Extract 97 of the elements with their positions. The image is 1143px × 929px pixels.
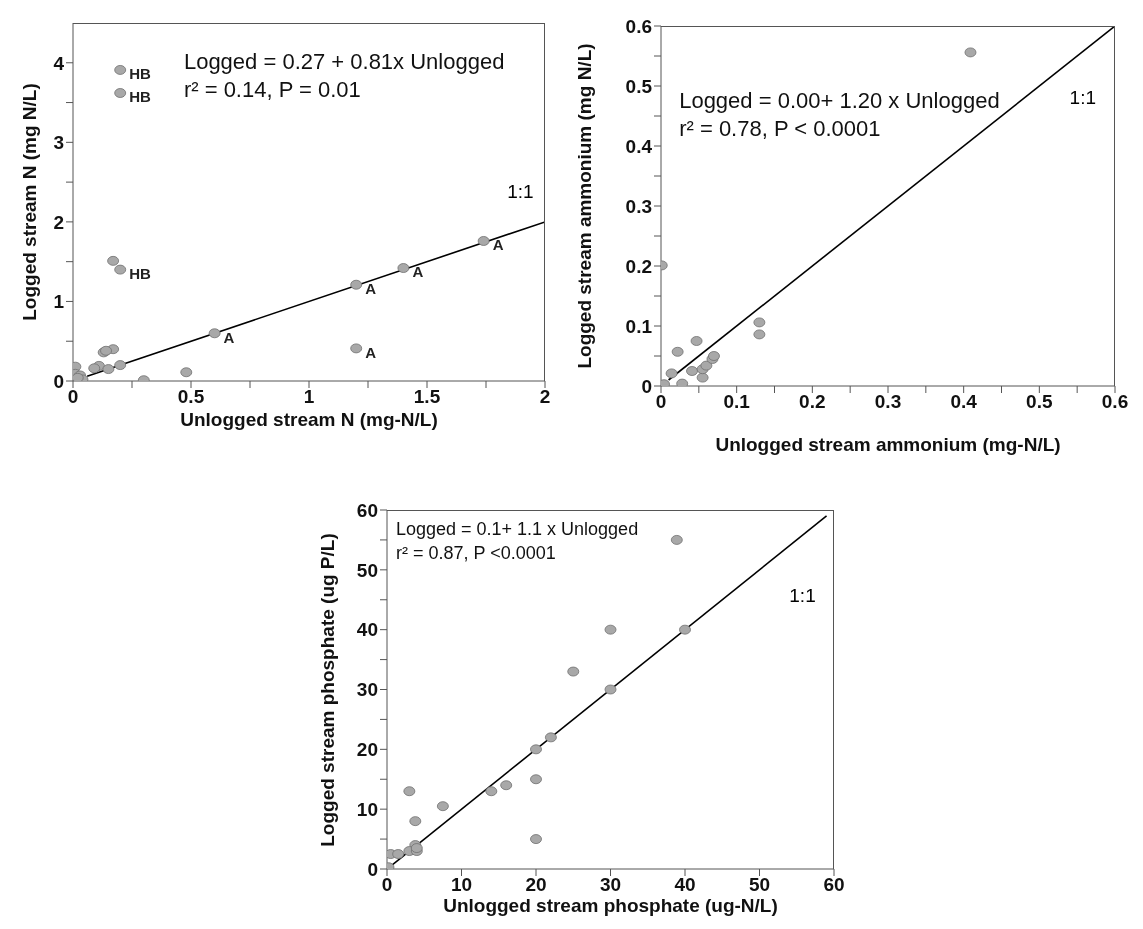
point xyxy=(403,786,416,797)
annotation: A xyxy=(223,328,235,346)
y-tick-label: 3 xyxy=(53,132,64,154)
y-tick-label: 0.6 xyxy=(625,15,652,37)
x-tick-label: 2 xyxy=(539,386,551,408)
point xyxy=(753,329,766,340)
x-tick-label: 50 xyxy=(748,874,771,896)
annotation: r² = 0.87, P <0.0001 xyxy=(395,542,557,566)
x-tick-label: 0 xyxy=(655,391,667,413)
y-tick-label: 1 xyxy=(53,291,65,313)
y-tick-label: 30 xyxy=(356,679,378,701)
point xyxy=(114,88,127,98)
x-tick-label: 0 xyxy=(381,874,393,896)
annotation: HB xyxy=(129,88,152,106)
point xyxy=(665,368,678,379)
x-tick-label: 60 xyxy=(823,874,845,896)
series-label: 1:1 xyxy=(507,180,534,203)
y-axis-title: Logged stream ammonium (mg N/L) xyxy=(574,43,596,369)
point xyxy=(477,236,490,246)
point xyxy=(671,346,684,357)
point xyxy=(964,47,977,58)
point xyxy=(114,264,127,275)
point xyxy=(530,774,542,785)
point xyxy=(208,328,221,339)
x-tick-label: 0.5 xyxy=(177,386,205,408)
y-tick-label: 0 xyxy=(367,858,378,880)
point xyxy=(107,255,120,266)
annotation: A xyxy=(365,280,377,298)
point xyxy=(114,360,127,370)
x-axis-title: Unlogged stream N (mg-N/L) xyxy=(180,409,438,431)
point xyxy=(700,360,713,371)
point xyxy=(397,263,410,273)
point xyxy=(350,279,363,290)
point xyxy=(350,343,363,354)
annotation: HB xyxy=(129,264,152,282)
annotation: A xyxy=(412,263,424,281)
series-label: 1:1 xyxy=(789,585,816,608)
x-tick-label: 1.5 xyxy=(413,386,441,408)
x-tick-label: 0.3 xyxy=(874,391,902,413)
point xyxy=(114,65,127,75)
point xyxy=(485,786,498,797)
point xyxy=(530,834,542,844)
x-tick-label: 10 xyxy=(450,874,473,896)
y-tick-label: 40 xyxy=(356,619,378,641)
annotation: Logged = 0.00+ 1.20 x Unlogged xyxy=(679,87,1000,116)
point xyxy=(545,732,557,743)
y-tick-label: 10 xyxy=(356,798,378,820)
point xyxy=(604,624,617,635)
y-tick-label: 0.5 xyxy=(625,75,653,97)
point xyxy=(530,744,542,755)
annotation: A xyxy=(492,236,504,254)
annotation: A xyxy=(365,343,377,361)
annotation: Logged = 0.27 + 0.81x Unlogged xyxy=(183,48,505,77)
point xyxy=(567,666,580,677)
x-tick-label: 0.5 xyxy=(1026,391,1053,413)
x-tick-label: 40 xyxy=(674,874,696,896)
point xyxy=(690,336,703,346)
x-tick-label: 0.6 xyxy=(1101,391,1129,413)
y-tick-label: 50 xyxy=(356,559,378,581)
point xyxy=(753,317,766,328)
y-tick-label: 0.1 xyxy=(625,315,653,337)
x-tick-label: 1 xyxy=(303,386,315,408)
y-tick-label: 0.3 xyxy=(625,195,652,217)
x-axis-title: Unlogged stream ammonium (mg-N/L) xyxy=(715,434,1061,456)
point xyxy=(604,684,617,695)
point xyxy=(670,535,683,545)
x-tick-label: 0 xyxy=(67,386,79,408)
point xyxy=(686,366,698,376)
y-tick-label: 60 xyxy=(356,499,378,521)
point xyxy=(696,372,709,383)
y-tick-label: 20 xyxy=(356,739,378,761)
point xyxy=(436,801,449,812)
y-tick-label: 4 xyxy=(53,52,65,74)
y-tick-label: 0 xyxy=(53,370,64,392)
y-tick-label: 2 xyxy=(53,211,64,233)
point xyxy=(679,624,691,635)
point xyxy=(88,363,101,374)
y-axis-title: Logged stream phosphate (ug P/L) xyxy=(317,532,339,847)
annotation: r² = 0.14, P = 0.01 xyxy=(183,76,362,105)
annotation: HB xyxy=(129,65,152,83)
point xyxy=(409,816,422,827)
x-tick-label: 0.1 xyxy=(723,391,751,413)
point xyxy=(392,849,405,859)
y-tick-label: 0.2 xyxy=(625,255,652,277)
point xyxy=(500,780,513,791)
x-tick-label: 30 xyxy=(599,874,622,896)
x-tick-label: 20 xyxy=(525,874,547,896)
annotation: Logged = 0.1+ 1.1 x Unlogged xyxy=(395,518,639,542)
x-tick-label: 0.2 xyxy=(799,391,826,413)
point xyxy=(102,364,115,374)
y-tick-label: 0.4 xyxy=(625,135,653,157)
annotation: r² = 0.78, P < 0.0001 xyxy=(679,115,882,144)
point xyxy=(180,367,193,378)
y-axis-title: Logged stream N (mg N/L) xyxy=(19,83,41,321)
series-label: 1:1 xyxy=(1069,87,1097,110)
x-axis-title: Unlogged stream phosphate (ug-N/L) xyxy=(443,895,778,917)
x-tick-label: 0.4 xyxy=(950,391,978,413)
